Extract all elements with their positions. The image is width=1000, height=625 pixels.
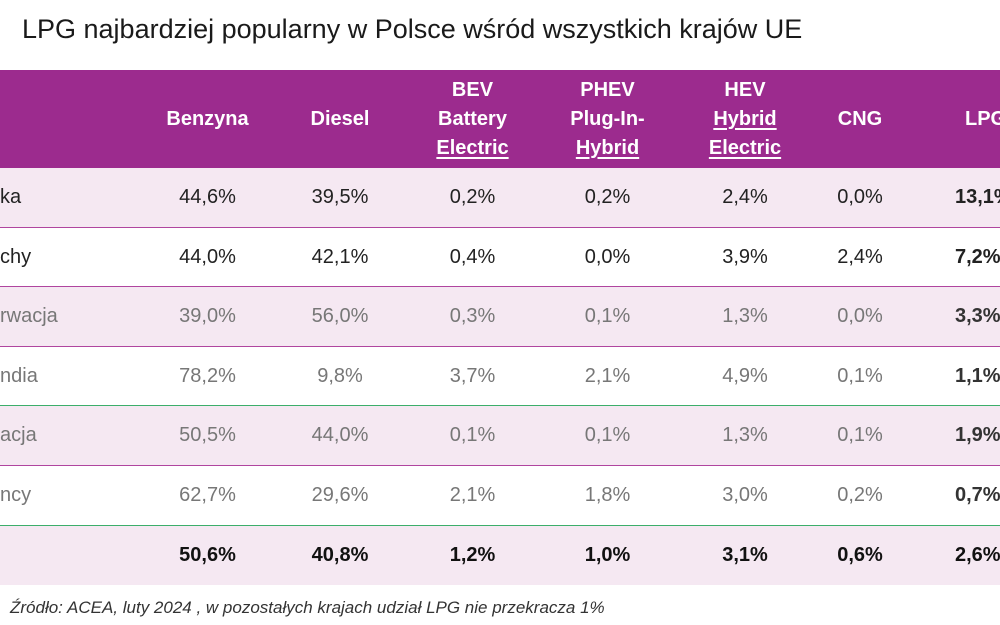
value-cell: 3,9% [722,245,768,268]
column-header: LPG [905,70,1000,168]
chart-title: LPG najbardziej popularny w Polsce wśród… [22,14,803,44]
column-header: CNG [815,70,905,168]
value-cell: 40,8% [311,543,369,566]
value-cell: 3,7% [449,364,496,387]
value-cell: 2,4% [837,245,883,268]
column-header-line: PHEV [580,78,635,101]
column-header: HEV Hybrid Electric [675,70,815,168]
country-cell: ncy [0,484,32,506]
column-header-line: Hybrid [713,107,777,130]
value-cell: 78,2% [179,364,236,387]
value-cell: 2,4% [722,186,768,208]
value-cell: 0,0% [837,186,883,208]
value-cell: 3,1% [722,543,768,566]
value-cell: 3,0% [722,484,768,506]
column-header-line: LPG [965,107,1000,130]
column-header-line: Plug-In- [570,107,645,130]
value-cell: 0,3% [449,305,496,328]
value-cell: 62,7% [179,484,236,506]
value-cell: 1,1% [955,364,1000,387]
value-cell: 0,7% [955,484,1000,506]
column-header-line: Benzyna [166,107,249,130]
row-divider [0,286,1000,288]
value-cell: 7,2% [955,245,1000,268]
country-cell: rwacja [0,305,58,328]
column-header-line: HEV [724,78,766,101]
column-header: Diesel [275,70,405,168]
column-header: BEV Battery Electric [405,70,540,168]
value-cell: 1,9% [955,424,1000,447]
column-header [0,70,140,168]
table-row: ndia 78,2% 9,8% 3,7% 2,1% 4,9% 0,1% 1,1% [0,346,1000,406]
table-row: rwacja 39,0% 56,0% 0,3% 0,1% 1,3% 0,0% 3,3% [0,287,1000,347]
table-row: chy 44,0% 42,1% 0,4% 0,0% 3,9% 2,4% 7,2% [0,227,1000,287]
column-header-line: Hybrid [575,136,640,159]
value-cell: 0,2% [837,484,883,506]
value-cell: 44,0% [311,424,369,447]
value-cell: 1,3% [722,424,768,447]
value-cell: 2,1% [449,484,496,506]
value-cell: 0,1% [449,424,496,447]
value-cell: 4,9% [722,364,768,387]
column-header: Benzyna [140,70,275,168]
value-cell: 56,0% [311,305,369,328]
data-table: Benzyna Diesel BEV Battery Electric PHEV Plug-… [0,70,1000,592]
value-cell: 0,1% [837,364,883,387]
table-row: ka 44,6% 39,5% 0,2% 0,2% 2,4% 0,0% 13,1% [0,168,1000,227]
table-header: Benzyna Diesel BEV Battery Electric PHEV Plug-… [0,70,1000,168]
value-cell: 0,1% [584,424,631,447]
value-cell: 0,0% [837,305,883,328]
column-header-line: Diesel [310,107,370,130]
value-cell: 0,0% [584,245,631,268]
country-cell: ndia [0,364,38,387]
value-cell: 1,8% [584,484,631,506]
value-cell: 39,5% [311,186,369,208]
country-cell [0,526,140,585]
country-cell: chy [0,245,32,268]
column-header-line: Electric [436,136,509,159]
value-cell: 0,2% [449,186,496,208]
column-header-line: Electric [708,136,782,159]
column-header-line: Battery [438,107,507,130]
table-row: acja 50,5% 44,0% 0,1% 0,1% 1,3% 0,1% 1,9% [0,406,1000,466]
column-header-line: BEV [451,78,494,101]
value-cell: 9,8% [317,364,363,387]
value-cell: 1,3% [722,305,768,328]
table-row: 50,6% 40,8% 1,2% 1,0% 3,1% 0,6% 2,6% [0,525,1000,585]
row-divider [0,465,1000,466]
value-cell: 39,0% [179,305,236,328]
value-cell: 0,4% [449,245,496,268]
value-cell: 13,1% [955,186,1000,208]
row-divider [0,226,1000,228]
value-cell: 50,6% [179,543,236,566]
row-divider [0,345,1000,347]
value-cell: 50,5% [179,424,236,447]
value-cell: 0,1% [837,424,883,447]
value-cell: 1,2% [449,543,496,566]
value-cell: 44,0% [179,245,236,268]
value-cell: 0,1% [584,305,631,328]
column-header-line: CNG [837,107,883,130]
value-cell: 1,0% [584,543,631,566]
value-cell: 42,1% [311,245,369,268]
value-cell: 0,2% [584,186,631,208]
value-cell: 2,1% [584,364,631,387]
value-cell: 44,6% [179,186,236,208]
value-cell: 2,6% [955,543,1000,566]
country-cell: ka [0,186,22,208]
value-cell: 0,6% [837,543,883,566]
value-cell: 3,3% [955,305,1000,328]
column-header: PHEV Plug-In- Hybrid [540,70,675,168]
value-cell: 29,6% [311,484,369,506]
table-row: ncy 62,7% 29,6% 2,1% 1,8% 3,0% 0,2% 0,7% [0,466,1000,525]
source-note: Źródło: ACEA, luty 2024 , w pozostałych … [10,598,605,617]
country-cell: acja [0,424,37,447]
